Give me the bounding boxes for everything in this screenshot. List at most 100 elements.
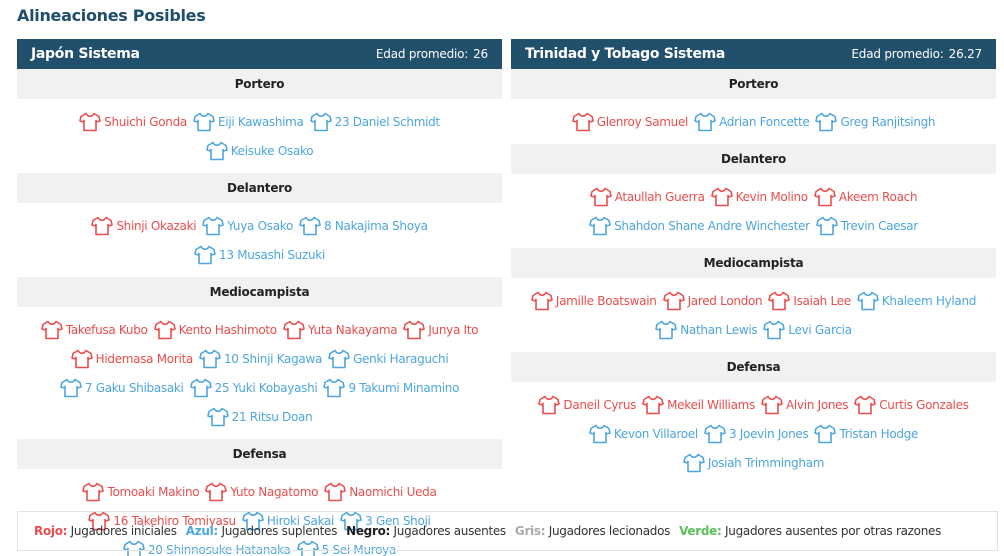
player-link[interactable]: 3 Gen Shoji [340, 506, 431, 535]
player-link[interactable]: Hiroki Sakai [242, 506, 334, 535]
player-link[interactable]: Jamille Boatswain [531, 286, 657, 315]
player-link[interactable]: Mekeil Williams [642, 390, 755, 419]
player-link[interactable]: Kevin Molino [710, 182, 808, 211]
team-header: Trinidad y Tobago Sistema Edad promedio:… [511, 39, 996, 69]
player-link[interactable]: Keisuke Osako [205, 136, 314, 165]
average-age-label: Edad promedio: [375, 47, 469, 61]
player-name: Levi Garcia [788, 322, 852, 337]
team-body: Portero Glenroy Samuel Adrian Foncette Greg… [511, 69, 996, 485]
legend-key: Rojo: [34, 524, 68, 538]
player-name: Yuto Nagatomo [230, 484, 319, 499]
player-name: Jared London [687, 293, 763, 308]
shirt-icon [194, 245, 216, 264]
legend-item-other-absent: Verde: Jugadores ausentes por otras razo… [679, 524, 941, 538]
position-header-mediocampista: Mediocampista [511, 248, 996, 278]
shirt-icon [704, 424, 726, 443]
player-link[interactable]: 10 Shinji Kagawa [199, 344, 322, 373]
player-link[interactable]: Shuichi Gonda [79, 107, 187, 136]
shirt-icon [242, 511, 264, 530]
player-name: Yuya Osako [227, 218, 294, 233]
player-name: 5 Sei Muroya [321, 542, 397, 556]
player-link[interactable]: Alvin Jones [761, 390, 849, 419]
player-link[interactable]: 5 Sei Muroya [296, 535, 397, 556]
player-name: Glenroy Samuel [596, 114, 689, 129]
shirt-icon [538, 395, 561, 414]
player-link[interactable]: 23 Daniel Schmidt [309, 107, 441, 136]
player-name: Jamille Boatswain [555, 293, 657, 308]
player-link[interactable]: Akeem Roach [814, 182, 918, 211]
player-link[interactable]: Junya Ito [403, 315, 479, 344]
position-header-defensa: Defensa [17, 439, 502, 469]
player-name: 21 Ritsu Doan [231, 409, 313, 424]
player-name: Kevon Villaroel [613, 426, 698, 441]
player-link[interactable]: 7 Gaku Shibasaki [60, 373, 184, 402]
shirt-icon [88, 511, 111, 530]
player-link[interactable]: Shahdon Shane Andre Winchester [589, 211, 810, 240]
player-link[interactable]: Genki Haraguchi [328, 344, 449, 373]
player-name: Shahdon Shane Andre Winchester [614, 218, 810, 233]
shirt-icon [710, 187, 733, 206]
shirt-icon [202, 216, 225, 235]
player-link[interactable]: Yuya Osako [202, 211, 293, 240]
shirt-icon [40, 320, 63, 339]
player-link[interactable]: Glenroy Samuel [571, 107, 689, 136]
player-name: Naomichi Ueda [349, 484, 437, 499]
average-age: Edad promedio: 26.27 [851, 47, 982, 61]
position-header-mediocampista: Mediocampista [17, 277, 502, 307]
player-link[interactable]: Nathan Lewis [655, 315, 758, 344]
player-name: Ataullah Guerra [614, 189, 705, 204]
player-link[interactable]: 9 Takumi Minamino [323, 373, 459, 402]
legend-text: Jugadores iniciales [70, 524, 177, 538]
shirt-icon [309, 112, 332, 131]
player-link[interactable]: Tomoaki Makino [82, 477, 200, 506]
shirt-icon [340, 511, 362, 530]
team-header: Japón Sistema Edad promedio: 26 [17, 39, 502, 69]
player-link[interactable]: Naomichi Ueda [324, 477, 437, 506]
player-name: Khaleem Hyland [881, 293, 977, 308]
player-link[interactable]: 3 Joevin Jones [704, 419, 809, 448]
shirt-icon [153, 320, 176, 339]
player-link[interactable]: 20 Shinnosuke Hatanaka [123, 535, 291, 556]
team-name: Trinidad y Tobago Sistema [525, 46, 726, 62]
shirt-icon [206, 407, 229, 426]
player-link[interactable]: 8 Nakajima Shoya [299, 211, 428, 240]
player-link[interactable]: Eiji Kawashima [193, 107, 304, 136]
player-link[interactable]: Josiah Trimmingham [683, 448, 824, 477]
player-name: Greg Ranjitsingh [840, 114, 936, 129]
player-link[interactable]: Tristan Hodge [814, 419, 918, 448]
player-link[interactable]: Adrian Foncette [694, 107, 810, 136]
legend-item-injured: Gris: Jugadores lecionados [514, 524, 671, 538]
player-link[interactable]: Khaleem Hyland [857, 286, 976, 315]
player-name: 23 Daniel Schmidt [334, 114, 441, 129]
player-link[interactable]: Ataullah Guerra [589, 182, 705, 211]
player-name: Akeem Roach [838, 189, 918, 204]
legend-key: Gris: [514, 524, 546, 538]
player-link[interactable]: 21 Ritsu Doan [206, 402, 313, 431]
player-link[interactable]: Kento Hashimoto [153, 315, 277, 344]
player-link[interactable]: Shinji Okazaki [91, 211, 197, 240]
player-name: Daneil Cyrus [563, 397, 637, 412]
shirt-icon [283, 320, 305, 339]
shirt-icon [403, 320, 426, 339]
shirt-icon [854, 395, 877, 414]
player-list: Daneil Cyrus Mekeil Williams Alvin Jones Cu… [511, 382, 996, 485]
player-link[interactable]: Trevin Caesar [815, 211, 918, 240]
player-link[interactable]: 16 Takehiro Tomiyasu [88, 506, 236, 535]
player-link[interactable]: 25 Yuki Kobayashi [189, 373, 318, 402]
player-link[interactable]: Daneil Cyrus [538, 390, 636, 419]
player-link[interactable]: Levi Garcia [763, 315, 852, 344]
player-link[interactable]: Jared London [662, 286, 763, 315]
player-link[interactable]: Takefusa Kubo [40, 315, 148, 344]
player-link[interactable]: Hidemasa Morita [70, 344, 193, 373]
shirt-icon [655, 320, 678, 339]
shirt-icon [91, 216, 114, 235]
shirt-icon [296, 540, 319, 556]
player-link[interactable]: 13 Musashi Suzuki [194, 240, 325, 269]
player-link[interactable]: Isaiah Lee [768, 286, 851, 315]
player-link[interactable]: Curtis Gonzales [854, 390, 969, 419]
legend-key: Negro: [346, 524, 391, 538]
player-link[interactable]: Greg Ranjitsingh [815, 107, 936, 136]
player-link[interactable]: Kevon Villaroel [589, 419, 698, 448]
player-link[interactable]: Yuta Nakayama [283, 315, 398, 344]
player-link[interactable]: Yuto Nagatomo [205, 477, 319, 506]
